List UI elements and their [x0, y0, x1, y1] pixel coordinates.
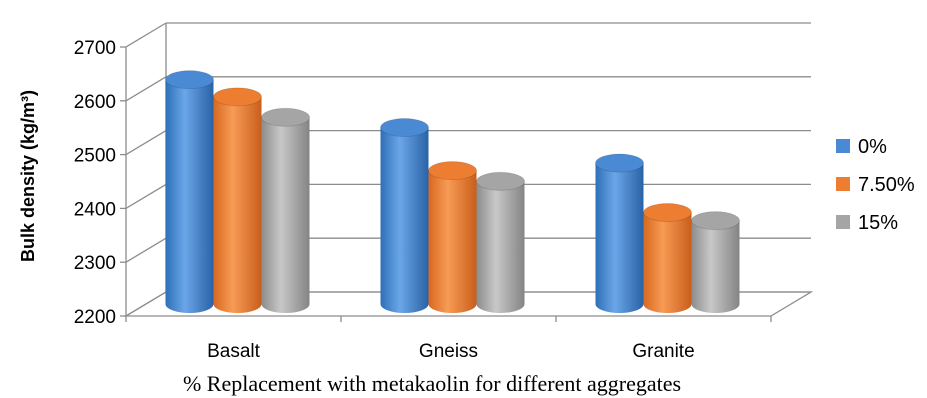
- legend-label: 0%: [858, 136, 887, 158]
- side-grid-line: [125, 130, 167, 156]
- bar-top: [595, 153, 644, 173]
- side-grid-line: [125, 183, 167, 209]
- legend-swatch: [836, 215, 850, 229]
- bar: [691, 211, 740, 313]
- bars: [165, 70, 740, 314]
- bar-top: [261, 107, 310, 127]
- bar-body: [595, 163, 644, 313]
- bar-top: [165, 70, 214, 90]
- bar-body: [643, 212, 692, 313]
- x-axis: Basalt Gneiss Granite: [207, 341, 695, 362]
- y-axis-label: Bulk density (kg/m³): [18, 90, 38, 262]
- y-tick-label: 2400: [74, 199, 116, 220]
- bar-top: [476, 171, 525, 191]
- floor: [123, 291, 814, 322]
- y-tick-label: 2700: [74, 38, 116, 59]
- legend-label: 15%: [858, 212, 898, 234]
- bar-body: [476, 181, 525, 313]
- bar-top: [213, 87, 262, 107]
- legend-label: 7.50%: [858, 174, 915, 196]
- legend-swatch: [836, 139, 850, 153]
- x-tick-label: Basalt: [207, 341, 261, 362]
- bar: [476, 171, 525, 313]
- bar-body: [428, 170, 477, 313]
- side-grid-line: [125, 237, 167, 263]
- y-axis: 2200 2300 2400 2500 2600 2700: [74, 38, 126, 328]
- bar-top: [428, 161, 477, 180]
- bar: [380, 118, 429, 313]
- bar-top: [691, 211, 740, 231]
- bar-body: [691, 220, 740, 313]
- side-wall: [125, 22, 167, 317]
- y-tick-label: 2500: [74, 146, 116, 167]
- bar-body: [380, 127, 429, 313]
- bar: [261, 107, 310, 314]
- bar-body: [261, 117, 310, 314]
- bar: [643, 203, 692, 313]
- legend: 0% 7.50% 15%: [836, 136, 915, 234]
- bar-body: [213, 96, 262, 314]
- y-tick-label: 2300: [74, 253, 116, 274]
- side-grid-line: [125, 76, 167, 102]
- bar: [213, 87, 262, 314]
- legend-swatch: [836, 177, 850, 191]
- bar-top: [643, 203, 692, 222]
- x-tick-label: Gneiss: [419, 341, 478, 362]
- bar-body: [165, 79, 214, 314]
- side-grid-line: [125, 22, 167, 48]
- x-tick-label: Granite: [632, 341, 694, 362]
- y-tick-label: 2200: [74, 307, 116, 328]
- bar: [428, 161, 477, 313]
- x-axis-label: % Replacement with metakaolin for differ…: [183, 371, 681, 396]
- bar: [165, 70, 214, 314]
- bar-top: [380, 118, 429, 137]
- bar: [595, 153, 644, 313]
- y-tick-label: 2600: [74, 92, 116, 113]
